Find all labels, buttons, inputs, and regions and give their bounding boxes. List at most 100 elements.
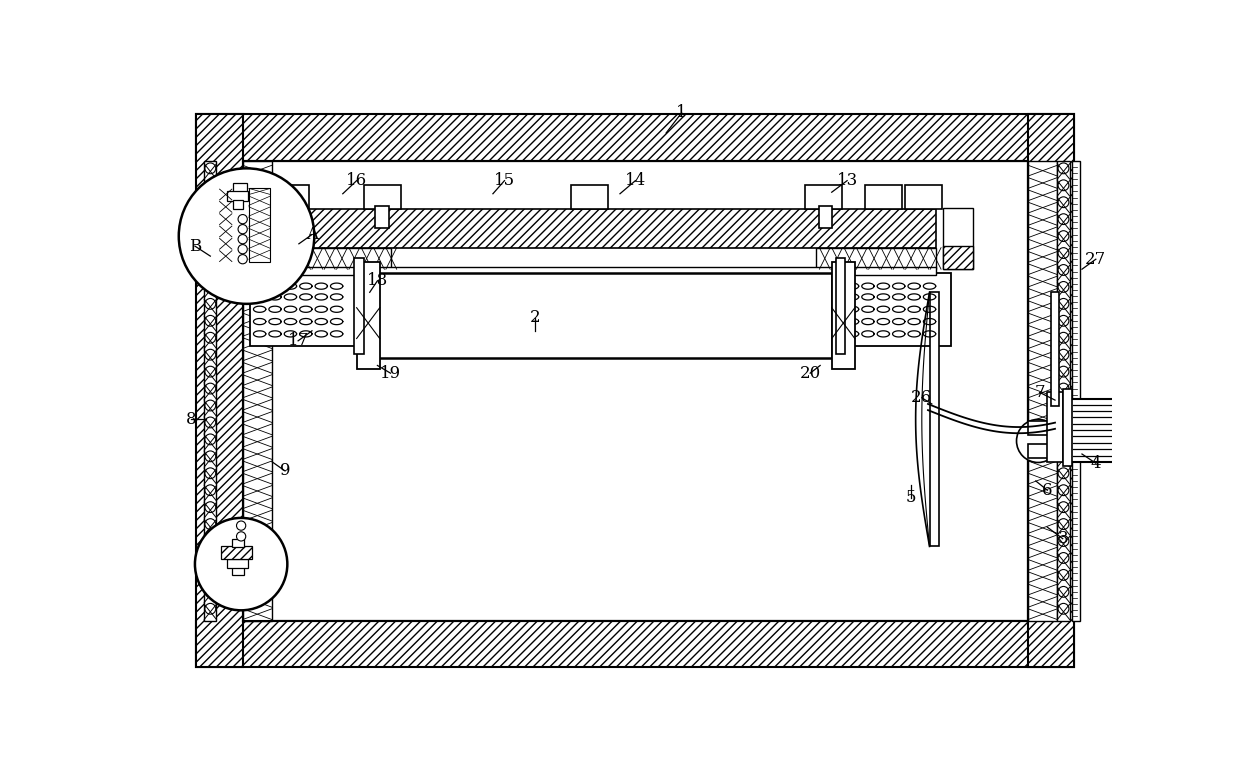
Circle shape bbox=[204, 316, 216, 326]
Text: 5: 5 bbox=[906, 489, 917, 506]
Circle shape bbox=[204, 467, 216, 478]
Circle shape bbox=[237, 521, 245, 530]
Circle shape bbox=[1058, 299, 1069, 310]
Circle shape bbox=[204, 434, 216, 445]
Bar bbox=[354, 258, 363, 354]
Bar bbox=[233, 183, 247, 192]
Circle shape bbox=[1016, 420, 1059, 463]
Circle shape bbox=[204, 332, 216, 343]
Text: 4: 4 bbox=[1090, 455, 1101, 471]
Text: 27: 27 bbox=[1085, 251, 1106, 268]
Circle shape bbox=[1058, 316, 1069, 326]
Bar bbox=[204, 161, 217, 621]
Bar bbox=[1028, 444, 1051, 458]
Circle shape bbox=[204, 519, 216, 529]
Circle shape bbox=[1058, 197, 1069, 207]
Bar bbox=[943, 207, 973, 269]
Bar bbox=[378, 273, 831, 358]
Circle shape bbox=[238, 255, 248, 264]
Bar bbox=[197, 115, 1074, 161]
Circle shape bbox=[1058, 502, 1069, 512]
Bar bbox=[1051, 292, 1059, 406]
Bar bbox=[227, 559, 248, 568]
Bar bbox=[943, 246, 973, 269]
Text: B: B bbox=[188, 238, 201, 255]
Circle shape bbox=[204, 417, 216, 428]
Circle shape bbox=[204, 163, 216, 173]
Circle shape bbox=[238, 224, 248, 234]
Bar bbox=[904, 184, 942, 209]
Circle shape bbox=[204, 383, 216, 394]
Bar bbox=[364, 184, 401, 209]
Bar bbox=[929, 293, 939, 546]
Text: 26: 26 bbox=[911, 389, 933, 406]
Circle shape bbox=[204, 604, 216, 615]
Bar bbox=[271, 209, 935, 248]
Circle shape bbox=[1058, 553, 1069, 563]
Circle shape bbox=[238, 245, 248, 254]
Bar bbox=[232, 567, 244, 575]
Circle shape bbox=[204, 400, 216, 411]
Bar bbox=[1057, 161, 1069, 621]
Circle shape bbox=[1058, 467, 1069, 478]
Circle shape bbox=[1058, 332, 1069, 343]
Circle shape bbox=[1058, 214, 1069, 224]
Circle shape bbox=[1058, 570, 1069, 580]
Bar bbox=[271, 184, 309, 209]
Circle shape bbox=[204, 265, 216, 276]
Text: 15: 15 bbox=[494, 172, 515, 189]
Circle shape bbox=[204, 282, 216, 293]
Circle shape bbox=[204, 231, 216, 241]
Circle shape bbox=[204, 197, 216, 207]
Circle shape bbox=[1058, 519, 1069, 529]
Circle shape bbox=[1058, 485, 1069, 495]
Circle shape bbox=[204, 248, 216, 259]
Bar bbox=[249, 188, 270, 262]
Text: 7: 7 bbox=[1035, 384, 1044, 401]
Circle shape bbox=[204, 485, 216, 495]
Circle shape bbox=[1058, 400, 1069, 411]
Bar bbox=[271, 248, 392, 269]
Circle shape bbox=[1058, 417, 1069, 428]
Bar bbox=[831, 262, 855, 369]
Circle shape bbox=[204, 349, 216, 360]
Bar bbox=[1063, 389, 1072, 465]
Text: 17: 17 bbox=[287, 332, 309, 349]
Circle shape bbox=[204, 536, 216, 546]
Circle shape bbox=[1058, 587, 1069, 598]
Bar bbox=[197, 621, 1074, 667]
Bar bbox=[233, 200, 243, 209]
Circle shape bbox=[1058, 604, 1069, 615]
Bar bbox=[1072, 161, 1079, 621]
Bar bbox=[1047, 392, 1063, 462]
Bar bbox=[835, 258, 845, 354]
Bar bbox=[571, 184, 607, 209]
Circle shape bbox=[204, 570, 216, 580]
Bar bbox=[243, 161, 271, 621]
Text: 16: 16 bbox=[346, 172, 367, 189]
Text: 8: 8 bbox=[186, 411, 197, 428]
Text: 20: 20 bbox=[799, 365, 820, 382]
Bar bbox=[1070, 399, 1132, 462]
Text: 2: 2 bbox=[530, 310, 540, 326]
Circle shape bbox=[204, 553, 216, 563]
Circle shape bbox=[204, 587, 216, 598]
Bar bbox=[844, 273, 952, 346]
Circle shape bbox=[1058, 231, 1069, 241]
Circle shape bbox=[204, 451, 216, 462]
Circle shape bbox=[204, 502, 216, 512]
Text: 18: 18 bbox=[367, 272, 388, 289]
Circle shape bbox=[238, 235, 248, 244]
Bar bbox=[375, 206, 389, 228]
Circle shape bbox=[178, 168, 315, 304]
Circle shape bbox=[1058, 451, 1069, 462]
Circle shape bbox=[1058, 265, 1069, 276]
Circle shape bbox=[238, 214, 248, 224]
Bar bbox=[221, 546, 252, 559]
Bar bbox=[819, 206, 833, 228]
Text: 1: 1 bbox=[676, 104, 686, 122]
Circle shape bbox=[1058, 536, 1069, 546]
Circle shape bbox=[204, 180, 216, 190]
Circle shape bbox=[237, 532, 245, 541]
Circle shape bbox=[1058, 366, 1069, 377]
